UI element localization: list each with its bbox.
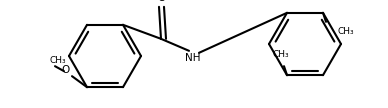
- Text: O: O: [62, 65, 70, 75]
- Text: CH₃: CH₃: [49, 56, 66, 65]
- Text: CH₃: CH₃: [337, 27, 353, 36]
- Text: O: O: [157, 0, 165, 3]
- Text: NH: NH: [185, 53, 201, 63]
- Text: CH₃: CH₃: [273, 50, 289, 59]
